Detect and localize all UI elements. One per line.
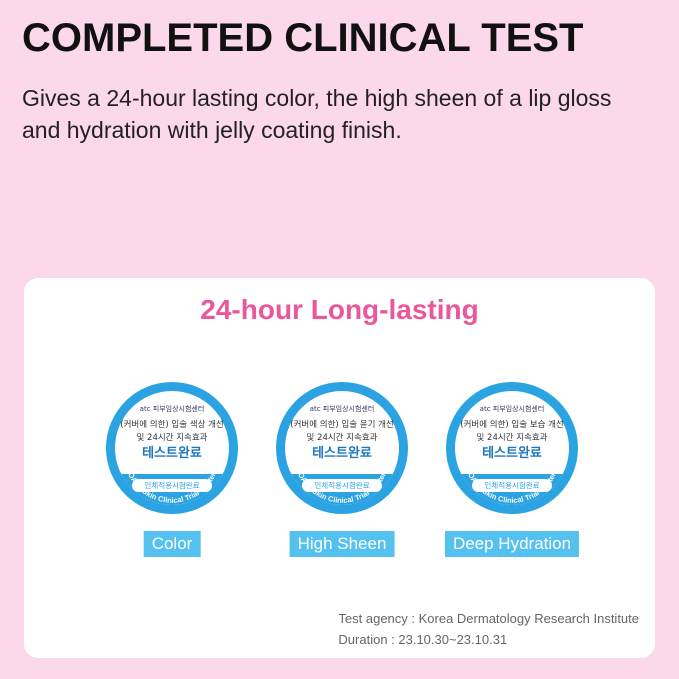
certification-badge: OATC Skin Clinical Trial Center atc 피부임상… [106, 382, 238, 514]
badge-label: Color [143, 531, 201, 557]
badge-pill: 인체적용시험완료 [132, 479, 212, 492]
badge-line2: 및 24시간 지속효과 [476, 433, 548, 443]
badge-line3: 테스트완료 [482, 446, 542, 461]
certification-badge: OATC Skin Clinical Trial Center atc 피부임상… [446, 382, 578, 514]
page-subtitle: Gives a 24-hour lasting color, the high … [22, 85, 612, 143]
clinical-card: 24-hour Long-lasting OATC Skin Clinical … [24, 278, 655, 658]
badge-line3: 테스트완료 [142, 446, 202, 461]
card-heading: 24-hour Long-lasting [200, 294, 479, 325]
badge-line1: (커버에 의한) 입술 윤기 개선 [290, 420, 394, 430]
badge-org: atc 피부임상시험센터 [309, 405, 375, 413]
badge-line1: (커버에 의한) 입술 보습 개선 [460, 420, 564, 430]
badge-pill: 인체적용시험완료 [302, 479, 382, 492]
badge-line2: 및 24시간 지속효과 [306, 433, 378, 443]
certification-badge: OATC Skin Clinical Trial Center atc 피부임상… [276, 382, 408, 514]
badge-label: High Sheen [289, 531, 395, 557]
test-agency: Test agency : Korea Dermatology Research… [338, 611, 639, 626]
badge-label: Deep Hydration [444, 531, 580, 557]
badge-line3: 테스트완료 [312, 446, 372, 461]
badge-org: atc 피부임상시험센터 [139, 405, 205, 413]
badge-line1: (커버에 의한) 입술 색상 개선 [120, 420, 224, 430]
test-info: Test agency : Korea Dermatology Research… [338, 608, 639, 650]
badge-org: atc 피부임상시험센터 [479, 405, 545, 413]
badge-line2: 및 24시간 지속효과 [136, 433, 208, 443]
badge-pill: 인체적용시험완료 [472, 479, 552, 492]
page-title: COMPLETED CLINICAL TEST [22, 16, 584, 60]
test-duration: Duration : 23.10.30~23.10.31 [338, 632, 508, 647]
